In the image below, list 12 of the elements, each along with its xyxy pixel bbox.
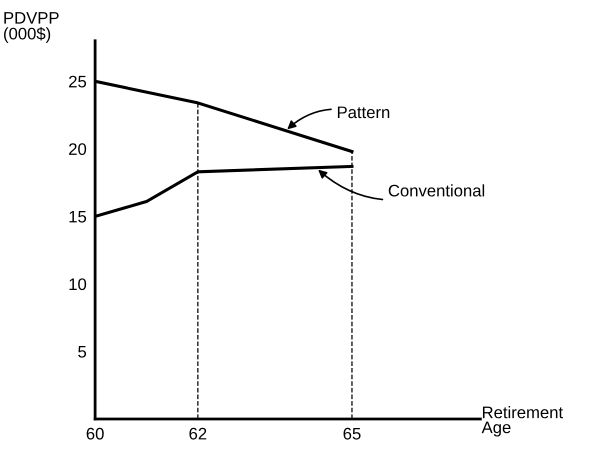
y-tick-label: 10: [70, 278, 86, 290]
annotation: Pattern: [338, 106, 390, 118]
y-tick-label: 15: [70, 210, 86, 223]
y-tick-label: 20: [69, 143, 86, 156]
y-axis-title: PDVPP (000$): [4, 12, 59, 43]
x-tick-label: 62: [189, 428, 206, 440]
y-tick-label: 25: [69, 76, 86, 88]
x-tick-label: 65: [344, 428, 361, 440]
y-tick-label: 5: [78, 346, 86, 358]
x-axis-title: Retirement Age: [482, 406, 563, 437]
annotation: Conventional: [388, 184, 484, 197]
x-tick-label: 60: [86, 428, 104, 440]
